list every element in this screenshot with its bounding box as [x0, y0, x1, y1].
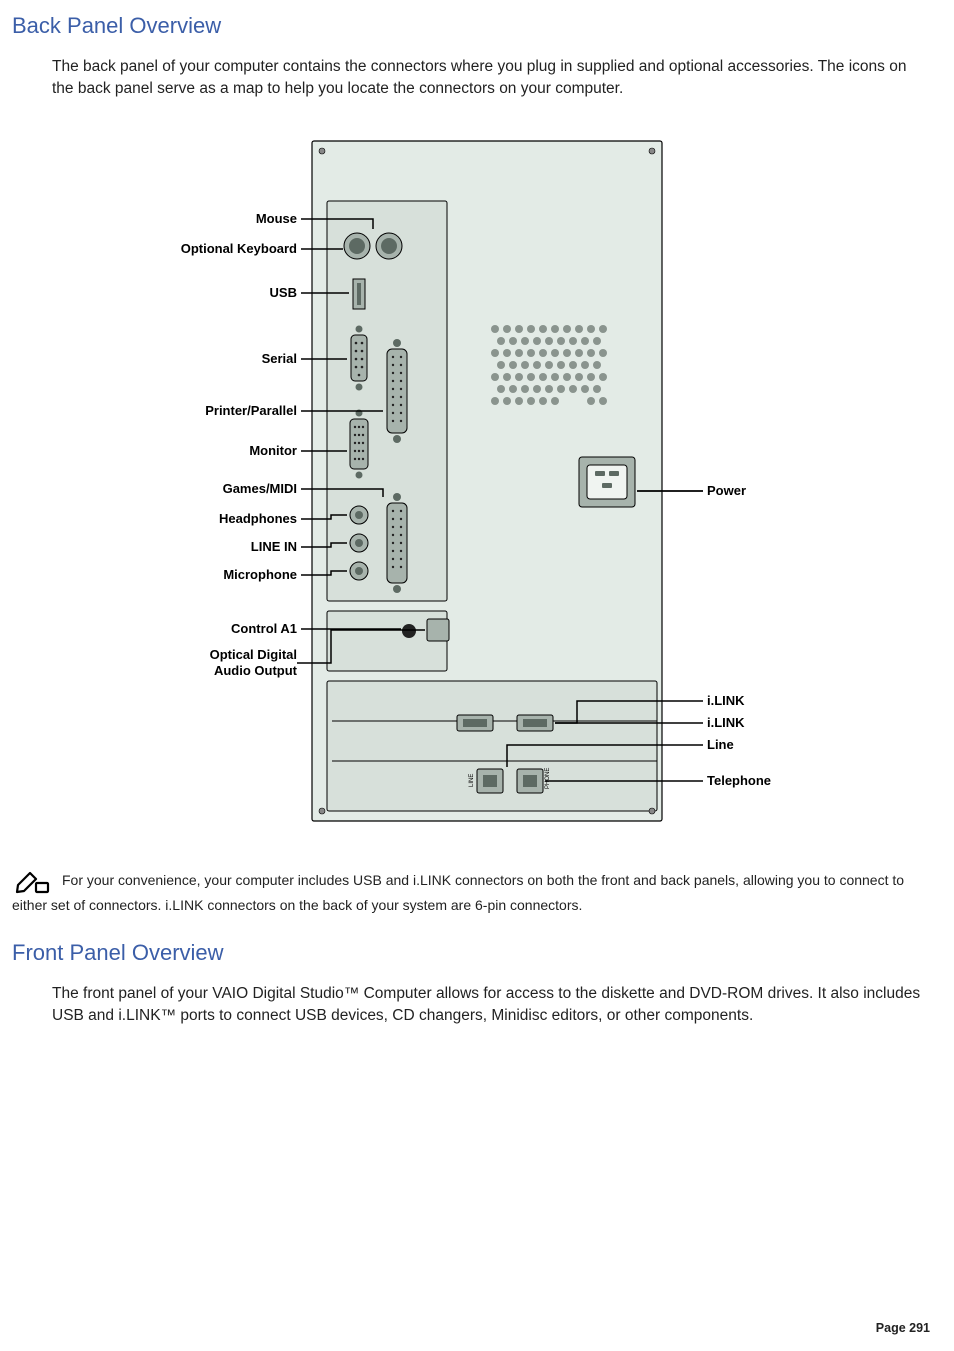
- paragraph-front-intro: The front panel of your VAIO Digital Stu…: [52, 983, 932, 1028]
- label-games-midi: Games/MIDI: [223, 481, 297, 496]
- label-line-in: LINE IN: [251, 539, 297, 554]
- note-text: For your convenience, your computer incl…: [12, 872, 904, 913]
- label-optional-keyboard: Optional Keyboard: [181, 241, 297, 256]
- label-optical-digital: Optical Digital: [210, 647, 297, 662]
- label-serial: Serial: [262, 351, 297, 366]
- label-telephone: Telephone: [707, 773, 771, 788]
- page-number: Page 291: [876, 1319, 930, 1337]
- label-printer-parallel: Printer/Parallel: [205, 403, 297, 418]
- label-audio-output: Audio Output: [214, 663, 298, 678]
- paragraph-back-intro: The back panel of your computer contains…: [52, 56, 932, 101]
- label-i-link: i.LINK: [707, 715, 745, 730]
- svg-text:PHONE: PHONE: [545, 767, 551, 788]
- label-headphones: Headphones: [219, 511, 297, 526]
- heading-front-panel: Front Panel Overview: [12, 937, 932, 969]
- label-monitor: Monitor: [249, 443, 297, 458]
- note-icon: [12, 865, 56, 895]
- svg-text:LINE: LINE: [469, 773, 475, 786]
- label-power: Power: [707, 483, 746, 498]
- label-i-link: i.LINK: [707, 693, 745, 708]
- heading-back-panel: Back Panel Overview: [12, 10, 932, 42]
- back-panel-diagram: LINE PHONE Mouse Optional Keyboard USB Seri…: [52, 121, 932, 841]
- note-block: For your convenience, your computer incl…: [12, 865, 932, 915]
- label-line: Line: [707, 737, 734, 752]
- label-mouse: Mouse: [256, 211, 297, 226]
- label-microphone: Microphone: [223, 567, 297, 582]
- label-usb: USB: [270, 285, 297, 300]
- label-control-a1: Control A1: [231, 621, 297, 636]
